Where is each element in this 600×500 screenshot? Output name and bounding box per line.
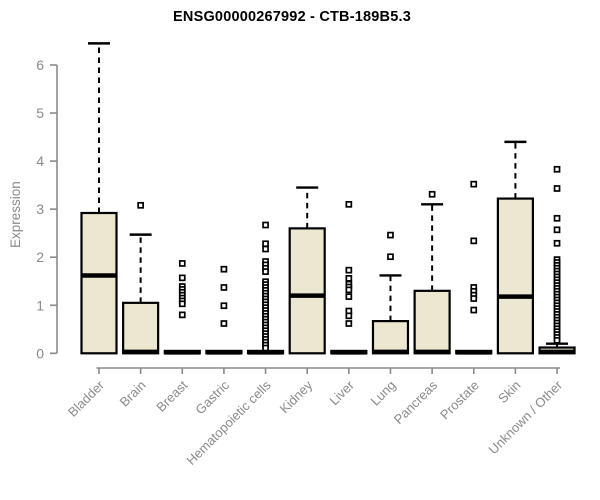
outlier-point [220, 302, 228, 310]
y-tick-label: 2 [36, 249, 44, 265]
box [496, 197, 534, 355]
outlier-point [553, 165, 561, 173]
outlier-point [387, 253, 394, 261]
category-label: Bladder [65, 377, 108, 420]
outlier-point [553, 185, 561, 192]
outlier-point [553, 336, 561, 344]
outlier-point [262, 268, 269, 275]
outlier-point [553, 239, 561, 247]
outlier-point [470, 237, 478, 245]
outlier-point [387, 231, 394, 239]
outlier-point [137, 201, 144, 209]
outlier-point [262, 245, 269, 253]
outlier-point [345, 293, 353, 300]
outlier-point [345, 200, 353, 208]
outlier-point [553, 226, 561, 234]
outlier-point [178, 260, 186, 267]
category-label: Prostate [437, 378, 482, 423]
category-label: Liver [326, 377, 357, 408]
category-label: Gastric [192, 377, 232, 417]
outlier-point [178, 274, 186, 282]
outlier-point [220, 265, 228, 273]
box [413, 289, 451, 355]
category-label: Kidney [277, 377, 316, 416]
outlier-point [345, 274, 353, 282]
box [371, 320, 410, 355]
outlier-point [553, 214, 561, 222]
box [288, 227, 326, 355]
y-tick-label: 5 [36, 105, 44, 121]
outlier-point [178, 311, 186, 319]
outlier-point [220, 320, 228, 327]
y-tick-label: 4 [36, 153, 44, 169]
outlier-point [470, 180, 478, 188]
category-label: Pancreas [391, 377, 441, 427]
outlier-point [428, 190, 436, 198]
outlier-point [262, 240, 269, 248]
outlier-point [220, 284, 228, 291]
outlier-point [345, 266, 353, 274]
category-label: Unknown / Other [486, 377, 566, 457]
category-label: Brain [117, 378, 149, 410]
outlier-point [178, 300, 186, 308]
outlier-point [470, 306, 478, 314]
box [80, 211, 118, 355]
y-tick-label: 6 [36, 57, 44, 73]
category-label: Skin [495, 378, 523, 406]
outlier-point [262, 221, 269, 229]
outlier-point [345, 286, 353, 294]
outlier-point [470, 295, 478, 302]
outlier-point [262, 344, 269, 352]
box [122, 301, 160, 355]
outlier-point [345, 320, 353, 327]
chart-title: ENSG00000267992 - CTB-189B5.3 [173, 9, 411, 25]
y-tick-label: 3 [36, 201, 44, 217]
y-tick-label: 0 [36, 345, 44, 361]
category-label: Lung [368, 378, 399, 409]
outlier-point [345, 312, 353, 320]
y-tick-label: 1 [36, 297, 44, 313]
category-label: Breast [153, 377, 190, 414]
